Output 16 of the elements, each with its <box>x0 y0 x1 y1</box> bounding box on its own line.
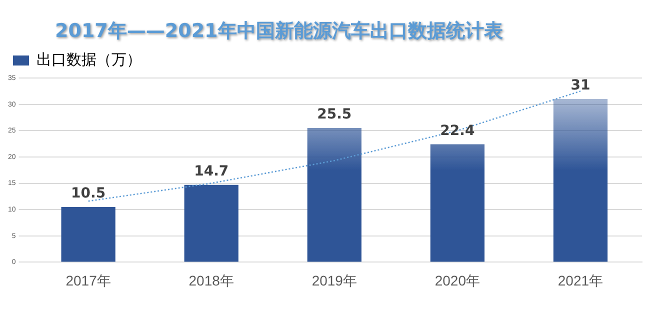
data-label: 25.5 <box>317 106 352 123</box>
data-label: 31 <box>570 78 590 94</box>
bar <box>61 206 116 262</box>
bar <box>430 144 485 262</box>
chart-title: 2017年——2021年中国新能源汽车出口数据统计表 <box>55 19 503 44</box>
x-tick-label: 2018年 <box>188 272 234 288</box>
bar <box>184 184 238 262</box>
bar <box>553 99 608 262</box>
data-label: 10.5 <box>71 186 106 202</box>
x-tick-label: 2021年 <box>558 272 604 288</box>
bar <box>307 128 362 262</box>
x-tick-label: 2017年 <box>66 272 111 288</box>
legend-label: 出口数据（万） <box>36 50 142 68</box>
data-label: 14.7 <box>194 163 229 180</box>
x-tick-label: 2019年 <box>312 272 357 288</box>
x-tick-label: 2020年 <box>434 272 480 288</box>
